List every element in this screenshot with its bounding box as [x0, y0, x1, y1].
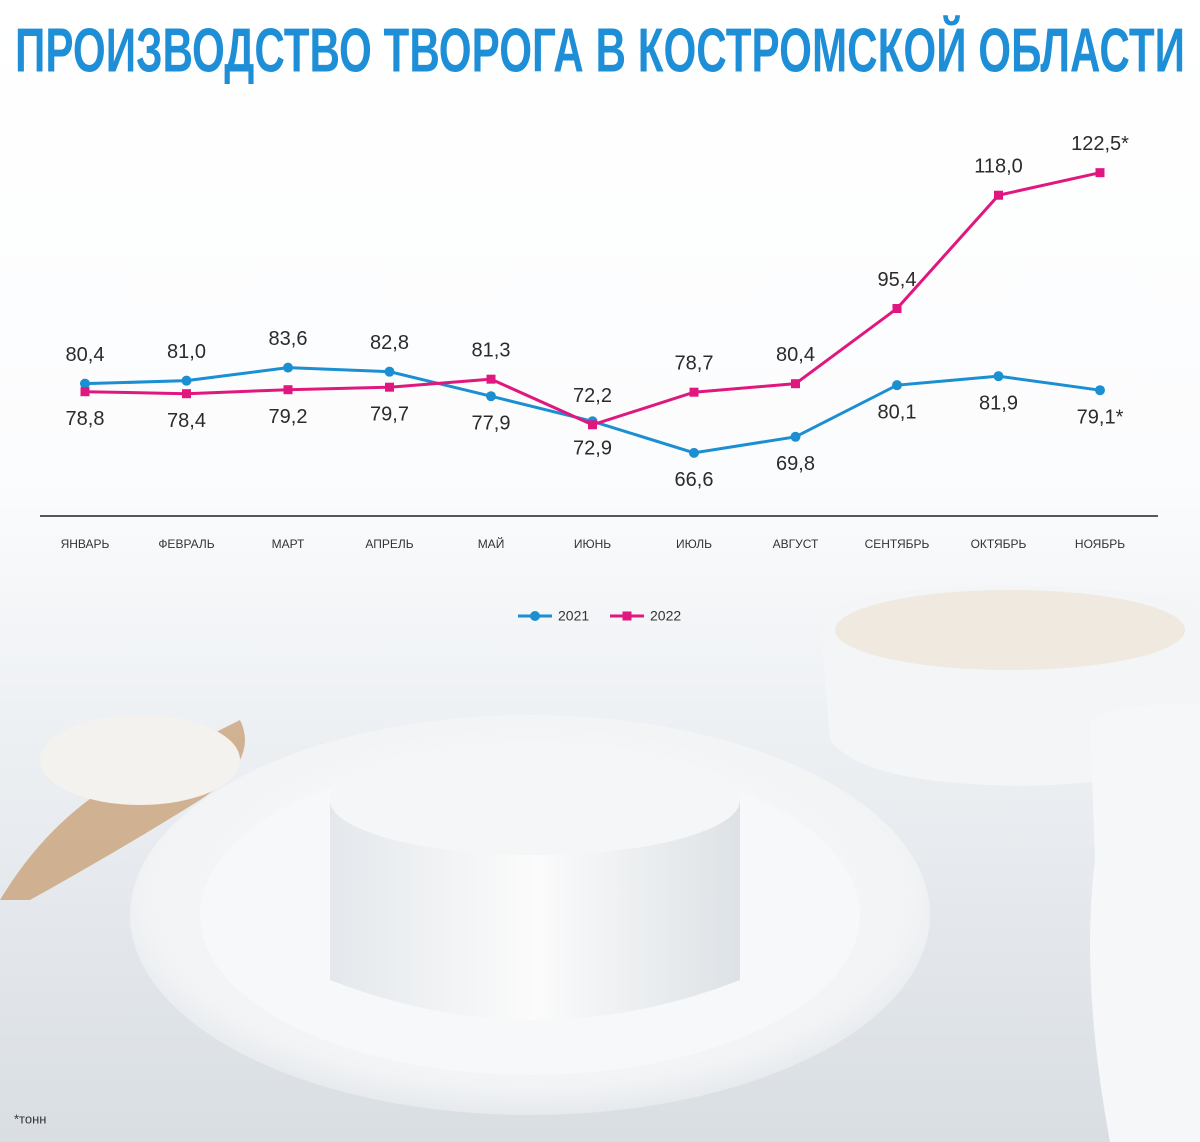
marker — [588, 420, 597, 430]
value-label: 81,9 — [979, 392, 1018, 414]
legend-label: 2021 — [558, 608, 589, 624]
legend-label: 2022 — [650, 608, 681, 624]
value-label: 69,8 — [776, 453, 815, 475]
marker — [384, 366, 395, 377]
marker — [182, 389, 191, 399]
value-label: 83,6 — [269, 328, 308, 350]
value-label: 95,4 — [878, 269, 917, 291]
marker — [791, 379, 800, 389]
footnote: *тонн — [14, 1111, 46, 1126]
value-label: 82,8 — [370, 332, 409, 354]
marker — [80, 378, 90, 389]
marker — [993, 371, 1004, 382]
marker — [994, 190, 1003, 200]
chart-title: ПРОИЗВОДСТВО ТВОРОГА В КОСТРОМСКОЙ ОБЛАС… — [15, 15, 1185, 85]
marker — [1095, 385, 1105, 396]
value-label: 78,4 — [167, 410, 206, 432]
value-label: 80,1 — [878, 401, 917, 423]
value-label: 81,0 — [167, 341, 206, 363]
marker — [385, 382, 394, 392]
x-tick-label: МАРТ — [272, 537, 305, 551]
marker — [283, 385, 293, 395]
legend-marker — [530, 611, 540, 621]
value-label: 78,8 — [66, 408, 105, 430]
marker — [283, 362, 293, 373]
x-tick-label: ОКТЯБРЬ — [971, 537, 1027, 551]
x-tick-label: АВГУСТ — [773, 537, 819, 551]
marker — [790, 431, 801, 442]
marker — [689, 447, 699, 458]
value-label: 79,7 — [370, 403, 409, 425]
x-tick-label: ФЕВРАЛЬ — [158, 537, 214, 551]
value-label: 122,5* — [1071, 133, 1129, 155]
value-label: 79,1* — [1077, 406, 1124, 428]
x-tick-label: МАЙ — [478, 536, 505, 551]
x-tick-label: ЯНВАРЬ — [61, 537, 110, 551]
marker — [181, 375, 192, 386]
value-label: 77,9 — [472, 412, 511, 434]
x-tick-label: ИЮЛЬ — [676, 537, 712, 551]
marker — [486, 391, 496, 402]
value-label: 80,4 — [776, 344, 815, 366]
photo-decoration — [0, 585, 1200, 1142]
legend-marker — [622, 611, 632, 621]
marker — [892, 304, 902, 314]
marker — [892, 380, 902, 391]
x-tick-label: НОЯБРЬ — [1075, 537, 1125, 551]
value-label: 118,0 — [974, 156, 1023, 178]
value-label: 72,9 — [573, 438, 612, 460]
value-label: 66,6 — [675, 469, 714, 491]
x-tick-label: СЕНТЯБРЬ — [865, 537, 930, 551]
value-label: 78,7 — [675, 352, 714, 374]
x-tick-label: ИЮНЬ — [574, 537, 611, 551]
x-tick-label: АПРЕЛЬ — [365, 537, 413, 551]
marker — [1095, 168, 1105, 178]
value-label: 72,2 — [573, 385, 612, 407]
marker — [486, 374, 496, 384]
marker — [80, 387, 90, 397]
value-label: 79,2 — [269, 406, 308, 428]
marker — [689, 387, 699, 397]
value-label: 80,4 — [66, 344, 105, 366]
value-label: 81,3 — [472, 339, 511, 361]
